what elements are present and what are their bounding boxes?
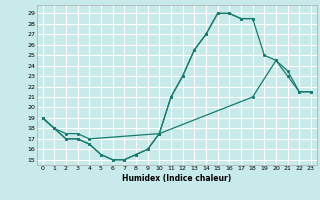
X-axis label: Humidex (Indice chaleur): Humidex (Indice chaleur) xyxy=(122,174,231,183)
